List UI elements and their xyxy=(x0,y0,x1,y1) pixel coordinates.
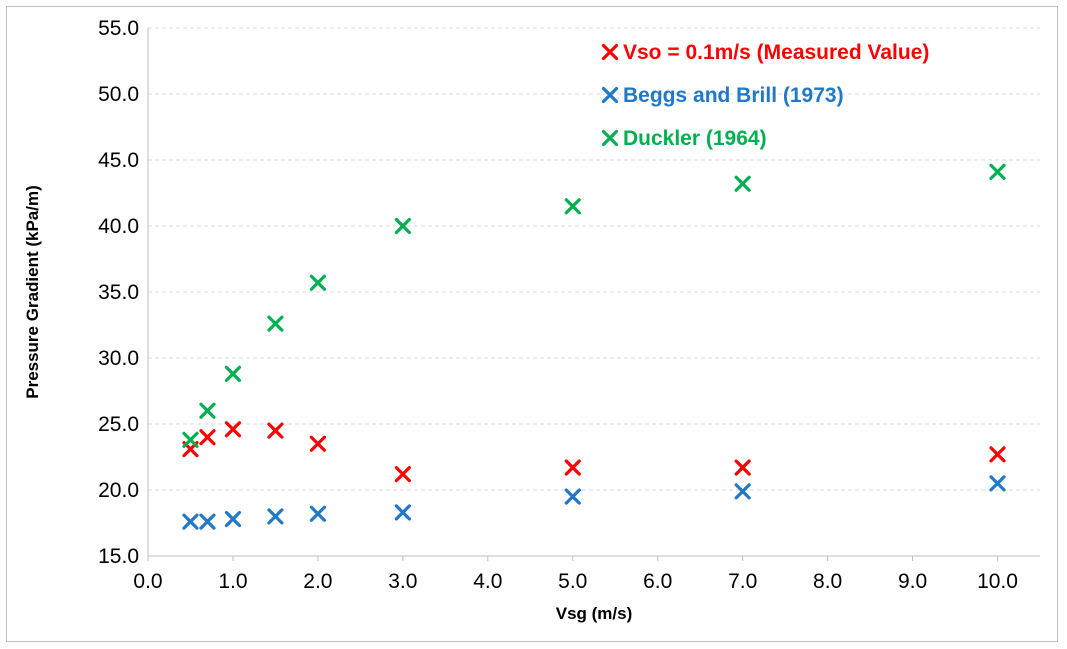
y-tick-label: 45.0 xyxy=(98,149,139,172)
data-point xyxy=(224,421,242,438)
data-point xyxy=(309,435,327,452)
axes xyxy=(147,28,1040,561)
x-tick-label: 10.0 xyxy=(977,570,1018,593)
legend-item: Duckler (1964) xyxy=(601,127,767,150)
legend: Vso = 0.1m/s (Measured Value) Beggs and B… xyxy=(601,41,929,150)
y-tick-label: 25.0 xyxy=(98,413,139,436)
y-tick-labels: 15.0 20.0 25.0 30.0 35.0 40.0 45.0 50.0 55.0 xyxy=(98,17,139,568)
data-point xyxy=(394,504,411,521)
data-point xyxy=(989,446,1006,463)
y-tick-label: 35.0 xyxy=(98,281,139,304)
data-point xyxy=(224,510,242,528)
data-point xyxy=(267,315,284,332)
legend-label: Beggs and Brill (1973) xyxy=(623,84,844,107)
legend-label: Duckler (1964) xyxy=(623,127,767,150)
x-tick-label: 1.0 xyxy=(218,570,247,593)
legend-marker xyxy=(601,43,619,61)
legend-item: Vso = 0.1m/s (Measured Value) xyxy=(601,41,929,64)
y-tick-label: 30.0 xyxy=(98,347,139,370)
legend-item: Beggs and Brill (1973) xyxy=(601,84,844,107)
data-point xyxy=(267,422,284,439)
x-axis-title: Vsg (m/s) xyxy=(556,604,633,623)
x-tick-label: 2.0 xyxy=(303,570,332,593)
x-tick-labels: 0.0 1.0 2.0 3.0 4.0 5.0 6.0 7.0 8.0 9.0 10.0 xyxy=(133,570,1018,593)
y-tick-label: 50.0 xyxy=(98,83,139,106)
y-axis-title: Pressure Gradient (kPa/m) xyxy=(23,185,42,399)
y-tick-label: 40.0 xyxy=(98,215,139,238)
data-point xyxy=(734,483,751,500)
x-tick-label: 3.0 xyxy=(388,570,417,593)
data-point xyxy=(989,163,1006,180)
x-tick-label: 4.0 xyxy=(473,570,502,593)
data-point xyxy=(989,475,1006,492)
series-2 xyxy=(182,475,1006,530)
chart-frame xyxy=(6,6,1058,642)
data-point xyxy=(199,429,216,446)
data-point xyxy=(309,274,327,291)
x-tick-label: 6.0 xyxy=(643,570,672,593)
data-point xyxy=(182,513,199,530)
data-point xyxy=(199,402,216,419)
legend-marker xyxy=(601,129,619,147)
data-point xyxy=(182,431,199,448)
x-tick-label: 5.0 xyxy=(558,570,587,593)
data-point xyxy=(564,488,581,505)
x-tick-label: 7.0 xyxy=(728,570,757,593)
y-tick-label: 55.0 xyxy=(98,17,139,40)
data-point xyxy=(564,459,581,476)
gridlines xyxy=(148,27,1040,491)
x-tick-label: 8.0 xyxy=(813,570,842,593)
x-tick-label: 9.0 xyxy=(898,570,927,593)
data-point xyxy=(224,365,242,382)
y-tick-label: 15.0 xyxy=(98,545,139,568)
legend-marker xyxy=(601,86,619,104)
data-point xyxy=(564,198,581,215)
legend-label: Vso = 0.1m/s (Measured Value) xyxy=(623,41,929,64)
series-3 xyxy=(182,163,1006,448)
x-tick-label: 0.0 xyxy=(133,570,162,593)
data-point xyxy=(734,459,751,476)
data-point xyxy=(199,513,216,530)
data-point xyxy=(309,505,327,522)
data-point xyxy=(267,508,284,525)
data-points xyxy=(182,163,1006,530)
series-1 xyxy=(182,421,1006,483)
y-tick-label: 20.0 xyxy=(98,479,139,502)
data-point xyxy=(394,466,411,483)
data-point xyxy=(394,217,411,235)
data-point xyxy=(734,175,751,192)
